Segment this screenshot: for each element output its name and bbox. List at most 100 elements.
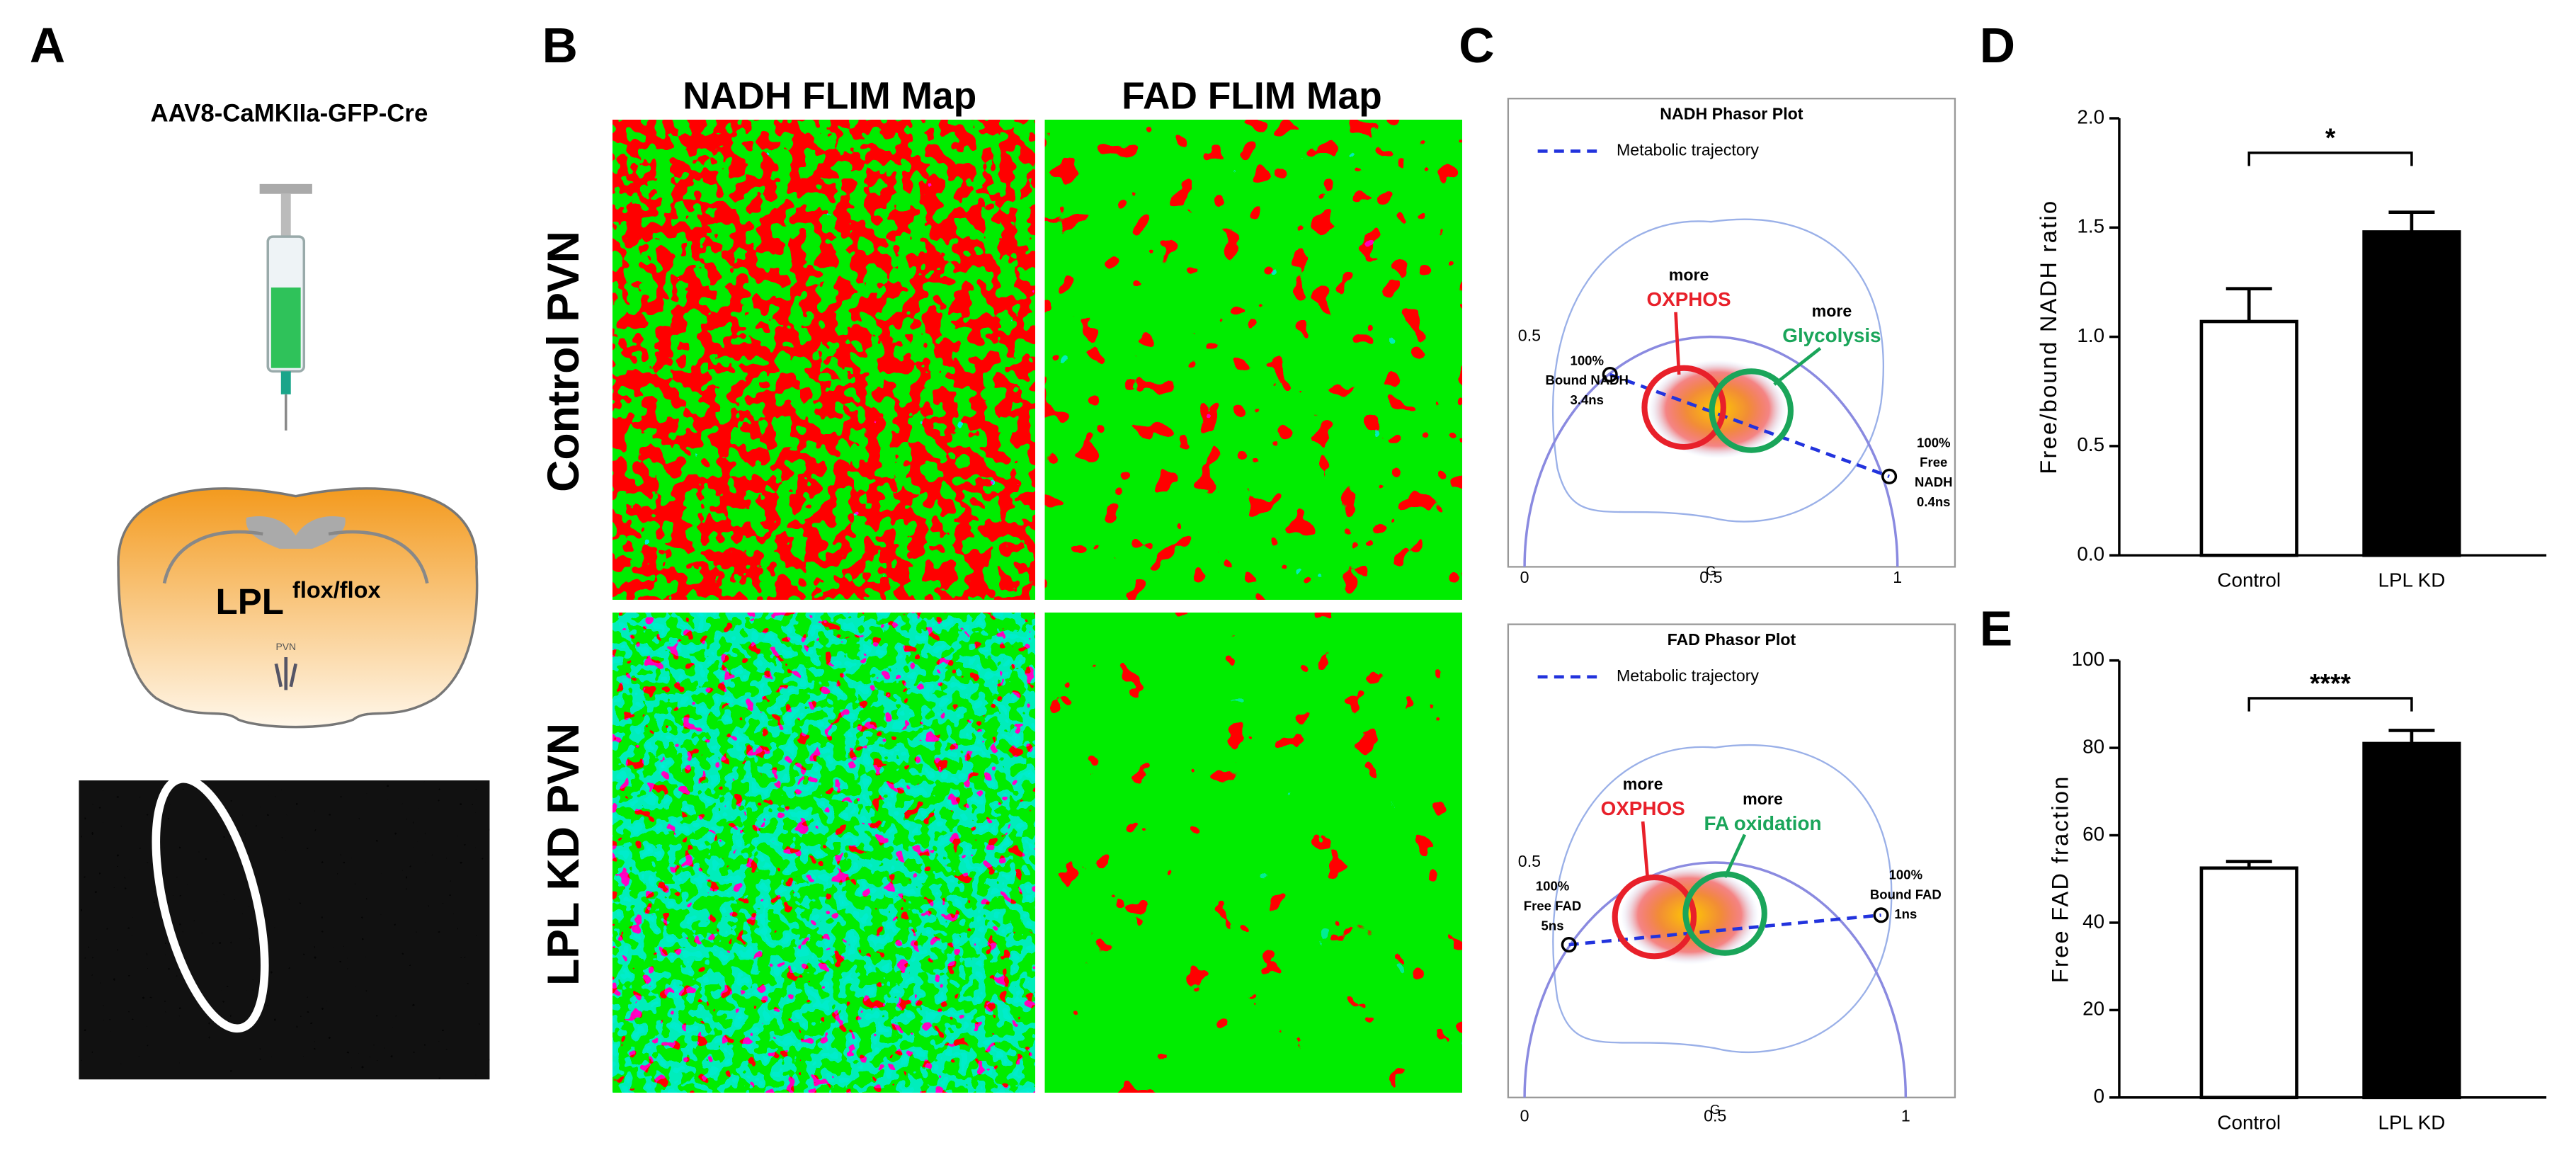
panel-label: B [542,18,578,73]
brain-superscript: flox/flox [292,577,380,603]
phasor-semicircle [1523,335,1899,567]
annotation: 0.4ns [1917,494,1950,509]
x-tick-label: LPL KD [2378,1111,2445,1133]
x-axis-label: G [1706,563,1716,578]
significance-bracket [2247,697,2413,712]
bar [2199,319,2298,557]
annotation: Free [1920,455,1947,470]
y-tick-label: 1.5 [2077,215,2104,237]
phasor-cluster [1620,865,1759,965]
x-tick-label: 0.5 [1699,568,1722,586]
annotation: 100% [1917,435,1950,450]
flim-map [612,613,1035,1093]
annotation: Free FAD [1524,899,1581,914]
flim-map [1044,613,1462,1093]
annotation: Bound NADH [1546,372,1629,387]
arrow [1773,347,1822,386]
phasor-cluster [1648,360,1787,459]
y-axis-label: Free/bound NADH ratio [2036,200,2061,474]
significance-label: * [2325,123,2336,152]
x-tick-label: 1 [1893,568,1902,586]
y-tick-label: 0.5 [2077,433,2104,455]
flim-map [1044,120,1462,600]
y-tick-label: 0.0 [2077,543,2104,565]
annotation: Glycolysis [1782,324,1881,346]
oxphos-circle [1641,365,1726,450]
x-tick-label: 0 [1520,568,1529,586]
plot-title: FAD Phasor Plot [1668,630,1796,649]
endpoint [1561,937,1577,953]
y-tick-label: 0.5 [1518,852,1541,870]
x-tick-label: Control [2217,569,2281,591]
oxphos-circle [1612,874,1697,960]
glycolysis-circle [1709,368,1794,453]
annotation: more [1743,790,1783,808]
flim-map [612,120,1035,600]
phasor-semicircle [1523,861,1908,1098]
annotation: 3.4ns [1571,392,1604,407]
annotation: more [1812,302,1852,320]
plot-title: NADH Phasor Plot [1660,105,1803,123]
bar [2362,741,2461,1100]
plot-frame [1507,98,1956,568]
x-axis-label: G [1710,1102,1720,1117]
annotation: 100% [1571,353,1604,368]
row-title: Control PVN [539,231,588,492]
syringe [259,183,312,431]
x-tick-label: 1 [1901,1107,1910,1125]
annotation: NADH [1915,474,1953,489]
y-tick-label: 80 [2082,735,2104,757]
annotation: FA oxidation [1704,812,1822,834]
legend-label: Metabolic trajectory [1617,666,1759,685]
annotation: 100% [1889,867,1922,882]
panel-title: AAV8-CaMKIIa-GFP-Cre [150,100,428,127]
y-tick-label: 100 [2072,648,2104,670]
error-bar [2225,860,2272,868]
panel-label: D [1980,18,2015,73]
annotation: 5ns [1541,918,1564,933]
annotation: 100% [1536,879,1569,894]
brain-label: LPL [216,581,284,622]
metabolic-trajectory [1609,372,1890,478]
endpoint [1873,907,1889,923]
annotation: 1ns [1894,906,1917,921]
arrow [1641,821,1650,881]
annotation: OXPHOS [1647,288,1731,310]
y-tick-label: 60 [2082,823,2104,845]
y-tick-label: 2.0 [2077,106,2104,127]
x-tick-label: LPL KD [2378,569,2445,591]
y-axis-label: Free FAD fraction [2047,775,2073,983]
plot-frame [1507,623,1956,1098]
y-tick-label: 0 [2094,1085,2104,1107]
arrow [1723,833,1747,878]
x-tick-label: 0.5 [1704,1107,1726,1125]
y-tick-label: 0.5 [1518,326,1541,345]
annotation: more [1669,266,1709,284]
column-title: FAD FLIM Map [1122,75,1382,117]
bar [2199,866,2298,1100]
x-tick-label: 0 [1520,1107,1529,1125]
arrow [1674,312,1681,375]
panel-label: E [1980,601,2012,656]
y-tick-label: 20 [2082,998,2104,1020]
bar [2362,230,2461,557]
brain-illustration [117,487,479,729]
endpoint [1881,468,1898,484]
column-title: NADH FLIM Map [683,75,976,117]
annotation: more [1623,775,1663,793]
legend-label: Metabolic trajectory [1617,141,1759,159]
panel-label: C [1459,18,1494,73]
error-bar [2388,210,2435,232]
region-label: PVN [275,641,296,652]
row-title: LPL KD PVN [539,723,588,986]
x-tick-label: Control [2217,1111,2281,1133]
y-tick-label: 40 [2082,910,2104,932]
error-bar [2388,729,2435,744]
y-tick-label: 1.0 [2077,324,2104,346]
contour [1552,744,1893,1053]
panel-label: A [30,18,65,73]
microscopy-image [79,774,490,1080]
annotation: Bound FAD [1870,887,1942,901]
annotation: OXPHOS [1601,797,1685,819]
